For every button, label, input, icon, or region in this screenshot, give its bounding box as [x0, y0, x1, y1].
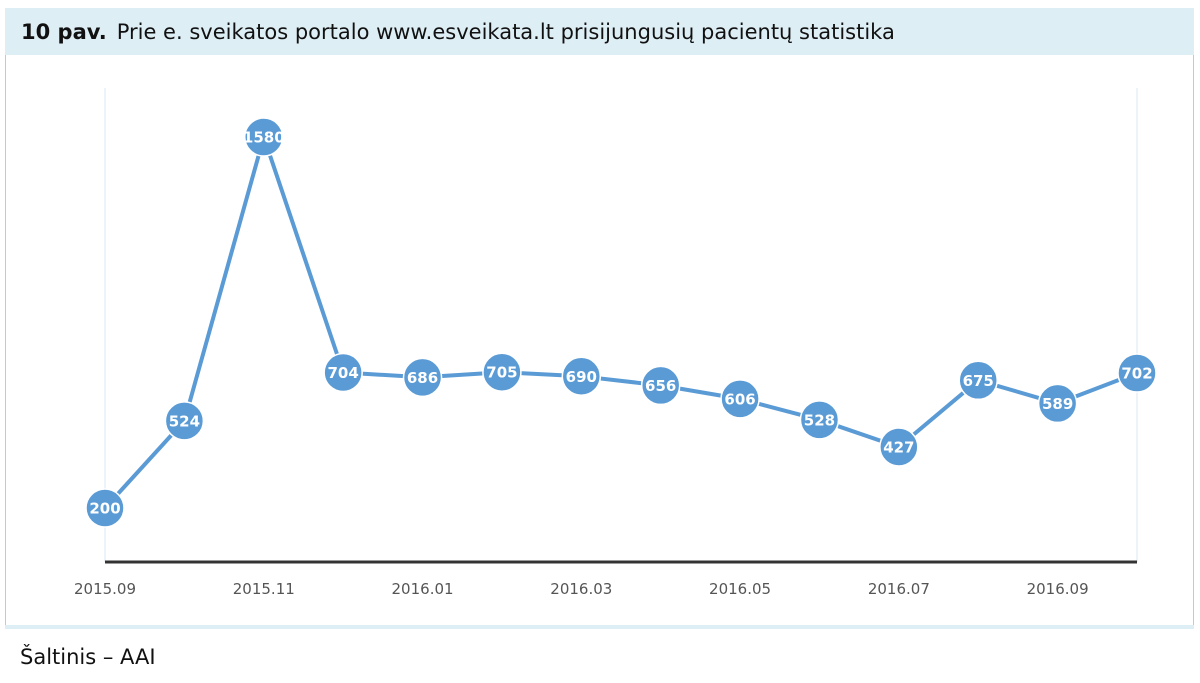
- data-point: [244, 117, 284, 157]
- data-label: 656: [645, 377, 676, 395]
- figure-number: 10 pav.: [21, 19, 107, 44]
- x-tick-label: 2015.09: [74, 580, 136, 598]
- x-tick-label: 2016.03: [550, 580, 612, 598]
- data-point: [482, 352, 522, 392]
- chart-frame: [5, 55, 1194, 625]
- series-line: [103, 135, 1138, 510]
- data-point: [958, 360, 998, 401]
- x-tick-label: 2015.11: [233, 580, 295, 598]
- data-label: 675: [963, 372, 994, 390]
- data-point: [720, 379, 760, 419]
- data-point: [561, 356, 602, 397]
- source-note: Šaltinis – AAI: [20, 645, 156, 669]
- x-tick-label: 2016.01: [392, 580, 454, 598]
- data-label: 1580: [243, 129, 285, 147]
- data-label: 528: [804, 411, 835, 429]
- data-point: [85, 488, 125, 528]
- data-point: [402, 357, 443, 398]
- data-point: [799, 400, 840, 440]
- data-point: [164, 401, 205, 441]
- data-point: [1037, 383, 1078, 424]
- figure-title-bar: 10 pav. Prie e. sveikatos portalo www.es…: [5, 8, 1194, 55]
- data-label: 606: [724, 390, 755, 408]
- data-point: [323, 352, 363, 393]
- data-point: [1117, 353, 1157, 393]
- x-tick-label: 2016.09: [1027, 580, 1089, 598]
- data-label: 200: [89, 500, 120, 518]
- data-label: 704: [327, 364, 358, 382]
- data-label: 686: [407, 369, 438, 387]
- figure-title: Prie e. sveikatos portalo www.esveikata.…: [116, 19, 895, 44]
- data-label: 705: [486, 364, 517, 382]
- data-point: [640, 365, 681, 406]
- data-label: 524: [169, 412, 200, 430]
- data-label: 690: [566, 368, 597, 386]
- x-tick-label: 2016.07: [868, 580, 930, 598]
- data-label: 427: [883, 438, 914, 456]
- bottom-divider: [5, 625, 1194, 629]
- data-label: 589: [1042, 395, 1073, 413]
- x-tick-label: 2016.05: [709, 580, 771, 598]
- data-label: 702: [1121, 365, 1152, 383]
- data-point: [879, 427, 919, 467]
